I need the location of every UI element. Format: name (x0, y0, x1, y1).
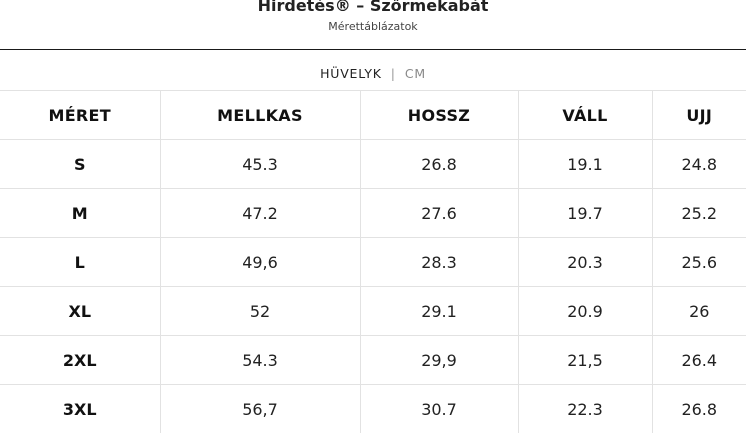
chest-cell: 56,7 (160, 384, 361, 433)
length-cell: 30.7 (360, 384, 519, 433)
chest-cell: 54.3 (160, 335, 361, 385)
chest-cell: 49,6 (160, 237, 361, 287)
column-header-chest: MELLKAS (160, 90, 361, 140)
size-cell: L (0, 237, 161, 287)
chart-header: Hirdetés® – Szőrmekabát Mérettáblázatok (0, 0, 746, 50)
shoulder-cell: 20.3 (518, 237, 653, 287)
shoulder-cell: 19.7 (518, 188, 653, 238)
chest-cell: 47.2 (160, 188, 361, 238)
sleeve-cell: 25.6 (652, 237, 746, 287)
chest-cell: 52 (160, 286, 361, 336)
sleeve-cell: 26.8 (652, 384, 746, 433)
size-cell: M (0, 188, 161, 238)
unit-separator: | (390, 66, 396, 81)
table-row: 2XL 54.3 29,9 21,5 26.4 (0, 335, 746, 385)
column-header-shoulder: VÁLL (518, 90, 653, 140)
length-cell: 29,9 (360, 335, 519, 385)
table-header-row: MÉRET MELLKAS HOSSZ VÁLL UJJ (0, 90, 746, 140)
length-cell: 28.3 (360, 237, 519, 287)
length-cell: 26.8 (360, 139, 519, 189)
size-cell: 3XL (0, 384, 161, 433)
size-cell: S (0, 139, 161, 189)
sleeve-cell: 25.2 (652, 188, 746, 238)
table-row: 3XL 56,7 30.7 22.3 26.8 (0, 384, 746, 433)
table-row: XL 52 29.1 20.9 26 (0, 286, 746, 336)
shoulder-cell: 22.3 (518, 384, 653, 433)
chest-cell: 45.3 (160, 139, 361, 189)
size-cell: 2XL (0, 335, 161, 385)
column-header-length: HOSSZ (360, 90, 519, 140)
page-subtitle: Mérettáblázatok (328, 20, 418, 33)
page-title: Hirdetés® – Szőrmekabát (257, 0, 489, 15)
unit-inches-option[interactable]: HÜVELYK (320, 66, 382, 81)
shoulder-cell: 21,5 (518, 335, 653, 385)
sleeve-cell: 26 (652, 286, 746, 336)
length-cell: 29.1 (360, 286, 519, 336)
size-cell: XL (0, 286, 161, 336)
length-cell: 27.6 (360, 188, 519, 238)
table-row: S 45.3 26.8 19.1 24.8 (0, 139, 746, 189)
table-row: L 49,6 28.3 20.3 25.6 (0, 237, 746, 287)
sleeve-cell: 24.8 (652, 139, 746, 189)
table-row: M 47.2 27.6 19.7 25.2 (0, 188, 746, 238)
size-table: MÉRET MELLKAS HOSSZ VÁLL UJJ S 45.3 26.8… (0, 90, 746, 433)
shoulder-cell: 19.1 (518, 139, 653, 189)
unit-cm-option[interactable]: CM (404, 66, 426, 81)
column-header-size: MÉRET (0, 90, 161, 140)
shoulder-cell: 20.9 (518, 286, 653, 336)
column-header-sleeve: UJJ (652, 90, 746, 140)
unit-toggle: HÜVELYK | CM (0, 66, 746, 84)
sleeve-cell: 26.4 (652, 335, 746, 385)
